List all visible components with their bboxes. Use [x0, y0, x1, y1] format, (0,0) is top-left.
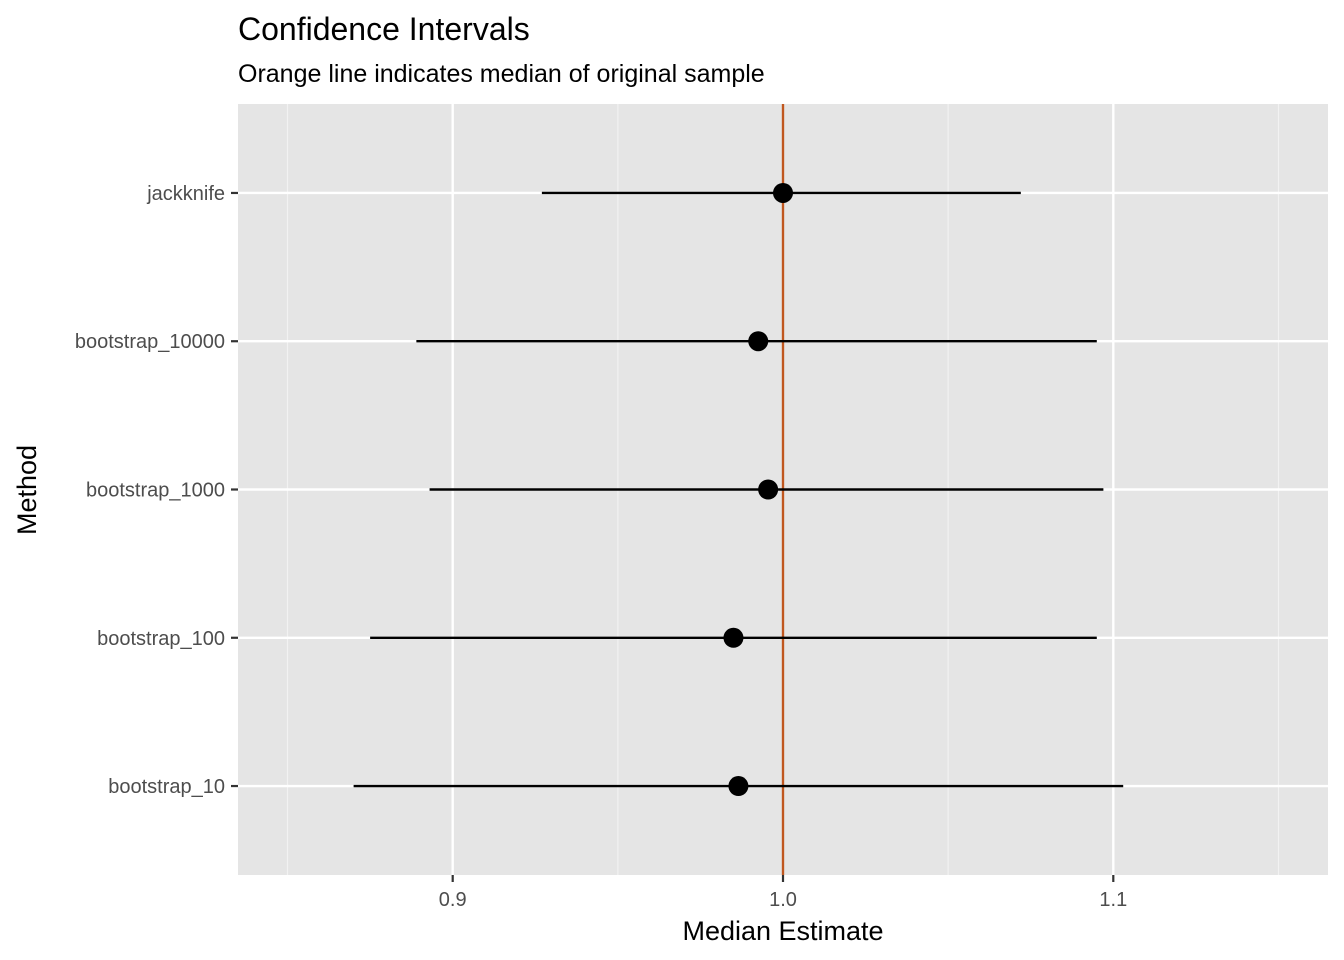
y-tick-label: bootstrap_100: [97, 628, 225, 650]
y-tick-label: bootstrap_10000: [75, 331, 225, 353]
x-axis: 0.9 1.0 1.1: [439, 875, 1127, 911]
x-tick-label: 0.9: [439, 889, 467, 911]
point-estimate-jackknife: [773, 182, 793, 203]
y-axis: jackknife bootstrap_10000 bootstrap_1000bo…: [75, 183, 238, 798]
point-estimate-bootstrap_10000: [748, 331, 769, 352]
point-estimate-bootstrap_10: [728, 776, 749, 797]
point-group: [723, 182, 793, 797]
x-tick-label: 1.0: [769, 889, 797, 911]
point-estimate-bootstrap_1000: [758, 479, 779, 500]
point-estimate-bootstrap_100: [723, 627, 744, 648]
y-tick-label: bootstrap_10: [108, 776, 225, 798]
chart-subtitle: Orange line indicates median of original…: [238, 60, 765, 88]
y-axis-title: Method: [12, 445, 42, 535]
chart-title: Confidence Intervals: [238, 11, 530, 47]
x-axis-title: Median Estimate: [682, 916, 883, 946]
y-tick-label: bootstrap_1000: [86, 480, 225, 502]
y-tick-label: jackknife: [146, 183, 225, 205]
x-tick-label: 1.1: [1099, 889, 1127, 911]
